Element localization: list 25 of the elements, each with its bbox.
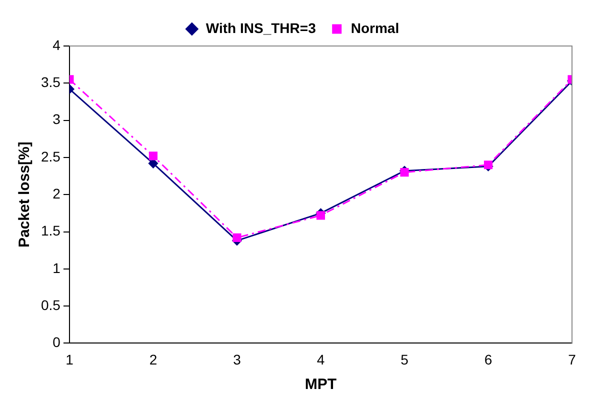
y-tick-label: 1.5 xyxy=(40,222,61,239)
y-tick-label: 4 xyxy=(52,36,61,53)
x-axis-title: MPT xyxy=(304,376,337,394)
y-tick-label: 0 xyxy=(52,334,61,350)
x-tick-label: 3 xyxy=(233,351,242,368)
y-tick-label: 3 xyxy=(52,111,61,128)
x-tick-label: 4 xyxy=(316,351,325,368)
legend-label: Normal xyxy=(350,20,400,36)
x-tick-label: 7 xyxy=(568,351,576,368)
x-tick-label: 1 xyxy=(66,351,74,368)
y-tick-label: 1 xyxy=(52,260,61,276)
y-tick-label: 2.5 xyxy=(40,148,61,164)
point xyxy=(148,158,158,168)
point xyxy=(316,211,326,220)
y-tick-label: 0.5 xyxy=(40,296,61,313)
y-tick-label: 2 xyxy=(52,185,61,202)
x-tick-label: 2 xyxy=(149,351,158,368)
legend-label: With INS_THR=3 xyxy=(206,20,316,36)
x-tick-label: 6 xyxy=(484,351,492,368)
x-tick-label: 5 xyxy=(400,351,409,368)
y-tick-label: 3.5 xyxy=(40,74,61,90)
y-axis-title: Packet loss[%] xyxy=(16,142,34,248)
point xyxy=(148,152,158,160)
point xyxy=(232,233,242,242)
point xyxy=(400,168,409,177)
